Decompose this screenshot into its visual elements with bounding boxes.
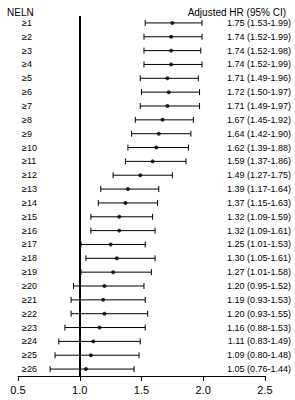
svg-text:1.75 (1.53-1.99): 1.75 (1.53-1.99) [227, 18, 291, 28]
svg-text:NELN: NELN [7, 7, 34, 18]
svg-text:1.09 (0.80-1.48): 1.09 (0.80-1.48) [227, 350, 291, 360]
svg-text:≥8: ≥8 [22, 115, 32, 125]
svg-text:0.5: 0.5 [10, 384, 25, 396]
svg-text:2.5: 2.5 [257, 384, 272, 396]
svg-text:≥18: ≥18 [22, 253, 37, 263]
svg-text:1.25 (1.01-1.53): 1.25 (1.01-1.53) [227, 239, 291, 249]
svg-text:≥16: ≥16 [22, 226, 37, 236]
svg-text:1.20 (0.93-1.55): 1.20 (0.93-1.55) [227, 309, 291, 319]
svg-text:1.64 (1.42-1.90): 1.64 (1.42-1.90) [227, 129, 291, 139]
svg-text:≥23: ≥23 [22, 323, 37, 333]
svg-text:1.20 (0.95-1.52): 1.20 (0.95-1.52) [227, 281, 291, 291]
svg-text:≥12: ≥12 [22, 170, 37, 180]
svg-text:Adjusted HR (95% CI): Adjusted HR (95% CI) [188, 7, 286, 18]
svg-text:≥14: ≥14 [22, 198, 37, 208]
svg-text:≥11: ≥11 [22, 156, 36, 166]
svg-text:1.27 (1.01-1.58): 1.27 (1.01-1.58) [227, 267, 291, 277]
svg-text:1.62 (1.39-1.88): 1.62 (1.39-1.88) [227, 143, 291, 153]
svg-text:≥1: ≥1 [22, 18, 32, 28]
svg-text:≥5: ≥5 [22, 73, 32, 83]
svg-text:1.74 (1.52-1.99): 1.74 (1.52-1.99) [227, 32, 291, 42]
svg-text:1.16 (0.88-1.53): 1.16 (0.88-1.53) [227, 323, 291, 333]
svg-text:1.32 (1.09-1.59): 1.32 (1.09-1.59) [227, 212, 291, 222]
svg-text:1.59 (1.37-1.86): 1.59 (1.37-1.86) [227, 156, 291, 166]
svg-text:1.71 (1.49-1.97): 1.71 (1.49-1.97) [227, 101, 291, 111]
svg-text:1.30 (1.05-1.61): 1.30 (1.05-1.61) [227, 253, 291, 263]
svg-text:1.72 (1.50-1.97): 1.72 (1.50-1.97) [227, 87, 291, 97]
svg-text:1.19 (0.93-1.53): 1.19 (0.93-1.53) [227, 295, 291, 305]
svg-text:≥15: ≥15 [22, 212, 37, 222]
svg-text:≥4: ≥4 [22, 59, 32, 69]
svg-text:1.5: 1.5 [134, 384, 149, 396]
svg-text:≥17: ≥17 [22, 239, 37, 249]
svg-text:2.0: 2.0 [196, 384, 211, 396]
svg-text:≥2: ≥2 [22, 32, 32, 42]
svg-text:1.39 (1.17-1.64): 1.39 (1.17-1.64) [227, 184, 291, 194]
svg-text:1.74 (1.52-1.99): 1.74 (1.52-1.99) [227, 59, 291, 69]
svg-text:≥25: ≥25 [22, 350, 37, 360]
svg-text:≥19: ≥19 [22, 267, 37, 277]
svg-text:≥21: ≥21 [22, 295, 37, 305]
svg-text:1.0: 1.0 [72, 384, 87, 396]
svg-text:1.49 (1.27-1.75): 1.49 (1.27-1.75) [227, 170, 291, 180]
svg-text:≥9: ≥9 [22, 129, 32, 139]
svg-text:≥22: ≥22 [22, 309, 37, 319]
svg-text:1.05 (0.76-1.44): 1.05 (0.76-1.44) [227, 364, 291, 374]
svg-text:≥24: ≥24 [22, 336, 37, 346]
svg-text:≥10: ≥10 [22, 143, 37, 153]
svg-text:1.32 (1.09-1.61): 1.32 (1.09-1.61) [227, 226, 291, 236]
svg-text:≥26: ≥26 [22, 364, 37, 374]
svg-text:≥3: ≥3 [22, 46, 32, 56]
svg-text:≥13: ≥13 [22, 184, 37, 194]
svg-text:1.37 (1.15-1.63): 1.37 (1.15-1.63) [227, 198, 291, 208]
svg-text:1.74 (1.52-1.98): 1.74 (1.52-1.98) [227, 46, 291, 56]
svg-text:1.67 (1.45-1.92): 1.67 (1.45-1.92) [227, 115, 291, 125]
svg-text:≥7: ≥7 [22, 101, 32, 111]
svg-text:≥6: ≥6 [22, 87, 32, 97]
svg-text:1.11 (0.83-1.49): 1.11 (0.83-1.49) [228, 336, 291, 346]
svg-text:≥20: ≥20 [22, 281, 37, 291]
svg-text:1.71 (1.49-1.96): 1.71 (1.49-1.96) [227, 73, 291, 83]
